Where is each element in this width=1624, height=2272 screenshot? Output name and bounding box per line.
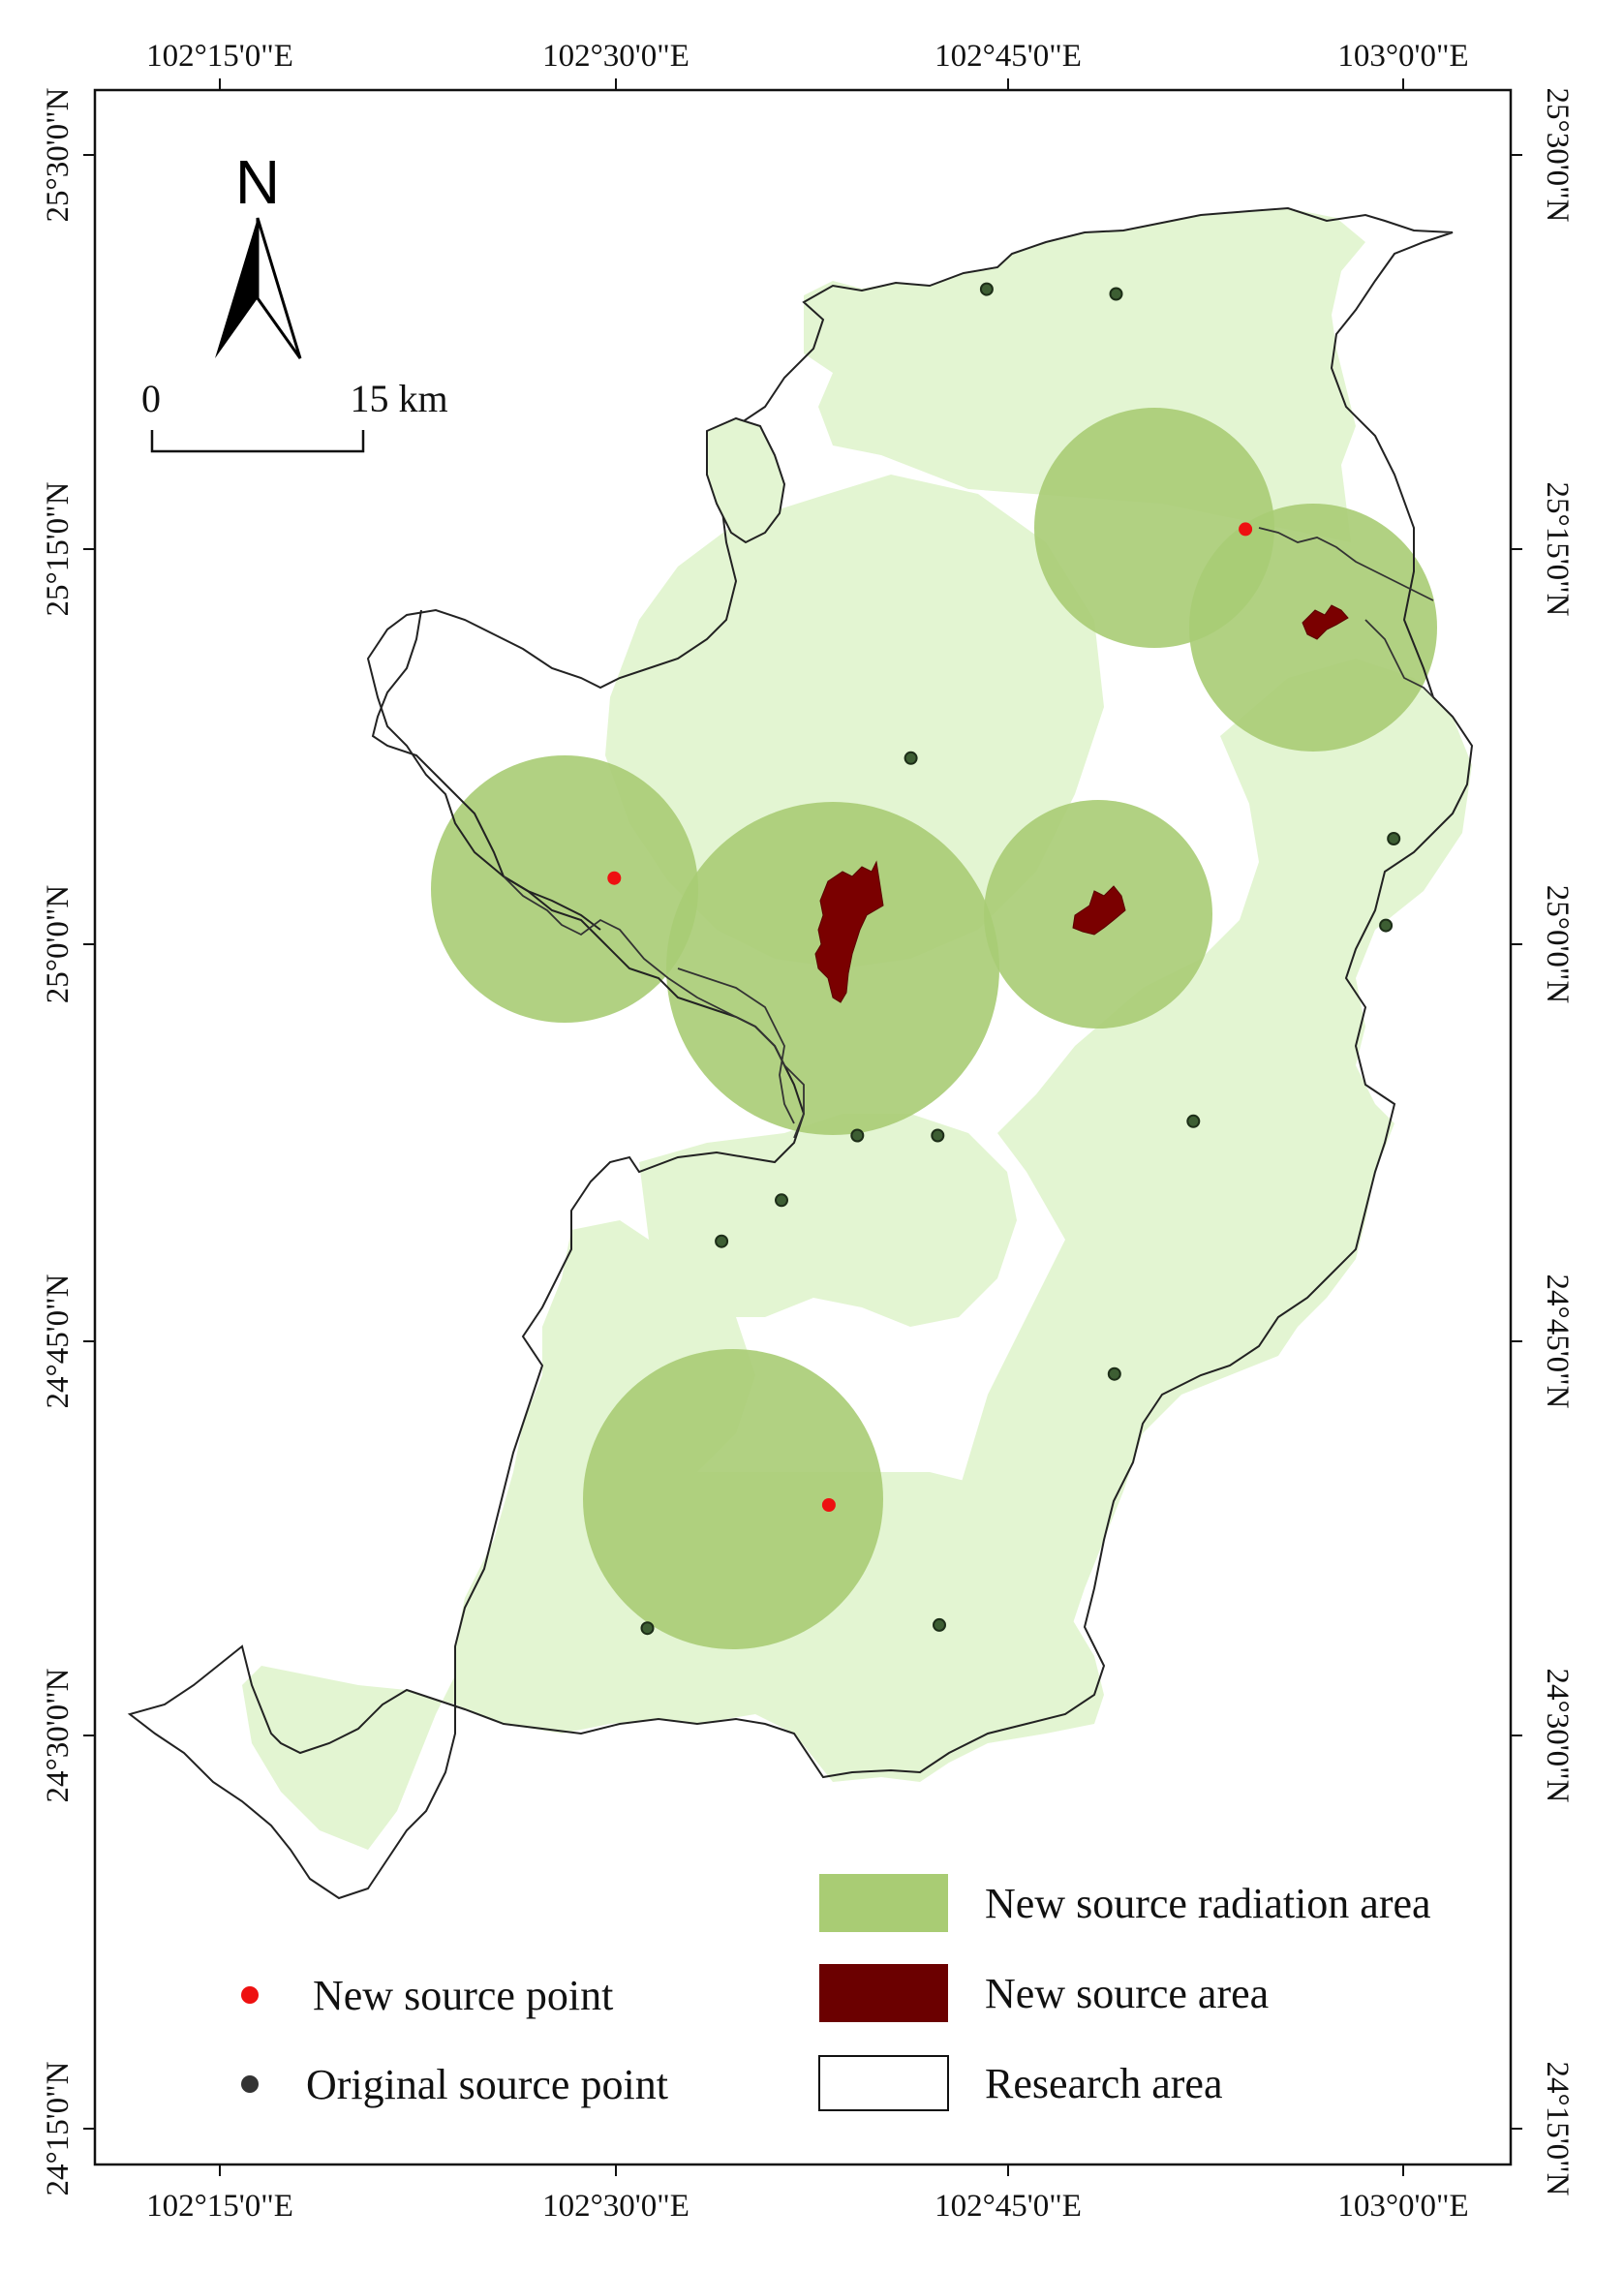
left-latitude-label: 24°15'0"N	[41, 2061, 76, 2195]
legend-swatch-new-radiation	[819, 1874, 948, 1932]
legend-marker-original-source-point	[241, 2075, 259, 2093]
new-source-area-central	[814, 860, 884, 1003]
original-source-point-marker	[931, 1128, 945, 1143]
top-longitude-labels: 102°15'0"E 102°30'0"E 102°45'0"E 103°0'0…	[146, 39, 1469, 74]
legend-swatch-new-source-area	[819, 1964, 948, 2022]
original-source-point-marker	[1107, 1366, 1121, 1381]
legend-marker-new-source-point	[241, 1986, 259, 2004]
legend: New source radiation area New source are…	[241, 1874, 1431, 2111]
right-latitude-label: 24°45'0"N	[1540, 1274, 1575, 1409]
bottom-longitude-label: 102°45'0"E	[935, 2189, 1082, 2224]
research-area-west-lobe	[371, 609, 601, 931]
left-latitude-label: 25°30'0"N	[41, 87, 76, 222]
legend-item-research-area: Research area	[818, 2055, 1222, 2111]
legend-label: New source area	[985, 1970, 1269, 2017]
new-source-point-marker	[607, 871, 622, 885]
original-source-point-marker	[850, 1128, 865, 1143]
legend-item-new-source-area: New source area	[819, 1964, 1269, 2022]
legend-item-new-source-radiation-area: New source radiation area	[819, 1874, 1431, 1932]
right-latitude-label: 25°15'0"N	[1540, 482, 1575, 617]
original-source-point-marker	[1186, 1114, 1201, 1128]
top-longitude-label: 102°30'0"E	[542, 39, 689, 74]
left-latitude-label: 24°45'0"N	[41, 1274, 76, 1408]
internal-boundary-east	[1364, 619, 1434, 698]
north-arrow-label: N	[235, 147, 280, 217]
scale-bar-line	[150, 430, 365, 453]
research-area-boundary	[127, 206, 1474, 1900]
new-radiation-circle	[583, 1349, 883, 1649]
north-arrow-icon	[215, 217, 302, 359]
internal-boundary-northeast	[1258, 527, 1434, 601]
original-source-point-marker	[904, 751, 918, 765]
left-latitude-label: 25°0'0"N	[41, 885, 76, 1004]
original-radiation-middle	[639, 1114, 1017, 1327]
original-source-point-marker	[1109, 287, 1123, 301]
right-latitude-label: 24°15'0"N	[1540, 2062, 1575, 2196]
original-source-points	[640, 282, 1401, 1636]
north-arrow: N	[215, 147, 302, 359]
legend-item-original-source-point: Original source point	[241, 2061, 668, 2108]
original-source-point-marker	[775, 1193, 788, 1208]
internal-boundary-west	[503, 875, 805, 1139]
original-source-point-marker	[1387, 832, 1401, 845]
left-latitude-label: 24°30'0"N	[41, 1668, 76, 1802]
right-latitude-label: 25°30'0"N	[1540, 88, 1575, 223]
internal-boundary-middle	[677, 967, 795, 1124]
right-latitude-label: 25°0'0"N	[1540, 885, 1575, 1004]
right-latitude-label: 24°30'0"N	[1540, 1669, 1575, 1803]
bottom-longitude-label: 102°30'0"E	[542, 2189, 689, 2224]
new-radiation-circle	[431, 755, 698, 1023]
right-latitude-labels: 25°30'0"N 25°15'0"N 25°0'0"N 24°45'0"N 2…	[1540, 88, 1575, 2196]
legend-label: Research area	[985, 2060, 1222, 2107]
legend-label: New source point	[313, 1972, 613, 2019]
scale-bar-end-label: 15 km	[350, 377, 447, 420]
legend-label: New source radiation area	[985, 1880, 1431, 1927]
top-longitude-label: 103°0'0"E	[1337, 39, 1468, 74]
original-radiation-east	[949, 659, 1472, 1656]
original-source-point-marker	[715, 1234, 729, 1248]
bottom-longitude-label: 102°15'0"E	[146, 2189, 293, 2224]
original-radiation-area	[242, 208, 1472, 1850]
new-source-point-marker	[1239, 522, 1253, 537]
left-latitude-labels: 25°30'0"N 25°15'0"N 25°0'0"N 24°45'0"N 2…	[41, 87, 76, 2195]
bottom-longitude-label: 103°0'0"E	[1337, 2189, 1468, 2224]
new-source-point-marker	[821, 1498, 836, 1512]
original-source-point-marker	[1379, 918, 1394, 933]
new-source-areas	[814, 604, 1349, 1003]
legend-label: Original source point	[306, 2061, 668, 2108]
top-longitude-label: 102°45'0"E	[935, 39, 1082, 74]
legend-item-new-source-point: New source point	[241, 1972, 613, 2019]
scale-bar-start-label: 0	[141, 377, 161, 420]
graticule-ticks	[83, 78, 1522, 2176]
original-source-point-marker	[933, 1617, 946, 1632]
original-source-point-marker	[640, 1621, 655, 1636]
research-area-island	[706, 416, 786, 544]
internal-boundaries	[503, 527, 1434, 1139]
new-source-area-northeast	[1302, 604, 1349, 640]
legend-swatch-research-area	[818, 2055, 949, 2111]
original-source-point-marker	[979, 282, 994, 296]
new-source-points	[607, 522, 1253, 1512]
bottom-longitude-labels: 102°15'0"E 102°30'0"E 102°45'0"E 103°0'0…	[146, 2189, 1469, 2224]
map-content	[127, 206, 1474, 1900]
scale-bar: 0 15 km	[141, 377, 448, 453]
new-source-area-east	[1072, 885, 1126, 936]
top-longitude-label: 102°15'0"E	[146, 39, 293, 74]
left-latitude-label: 25°15'0"N	[41, 481, 76, 616]
